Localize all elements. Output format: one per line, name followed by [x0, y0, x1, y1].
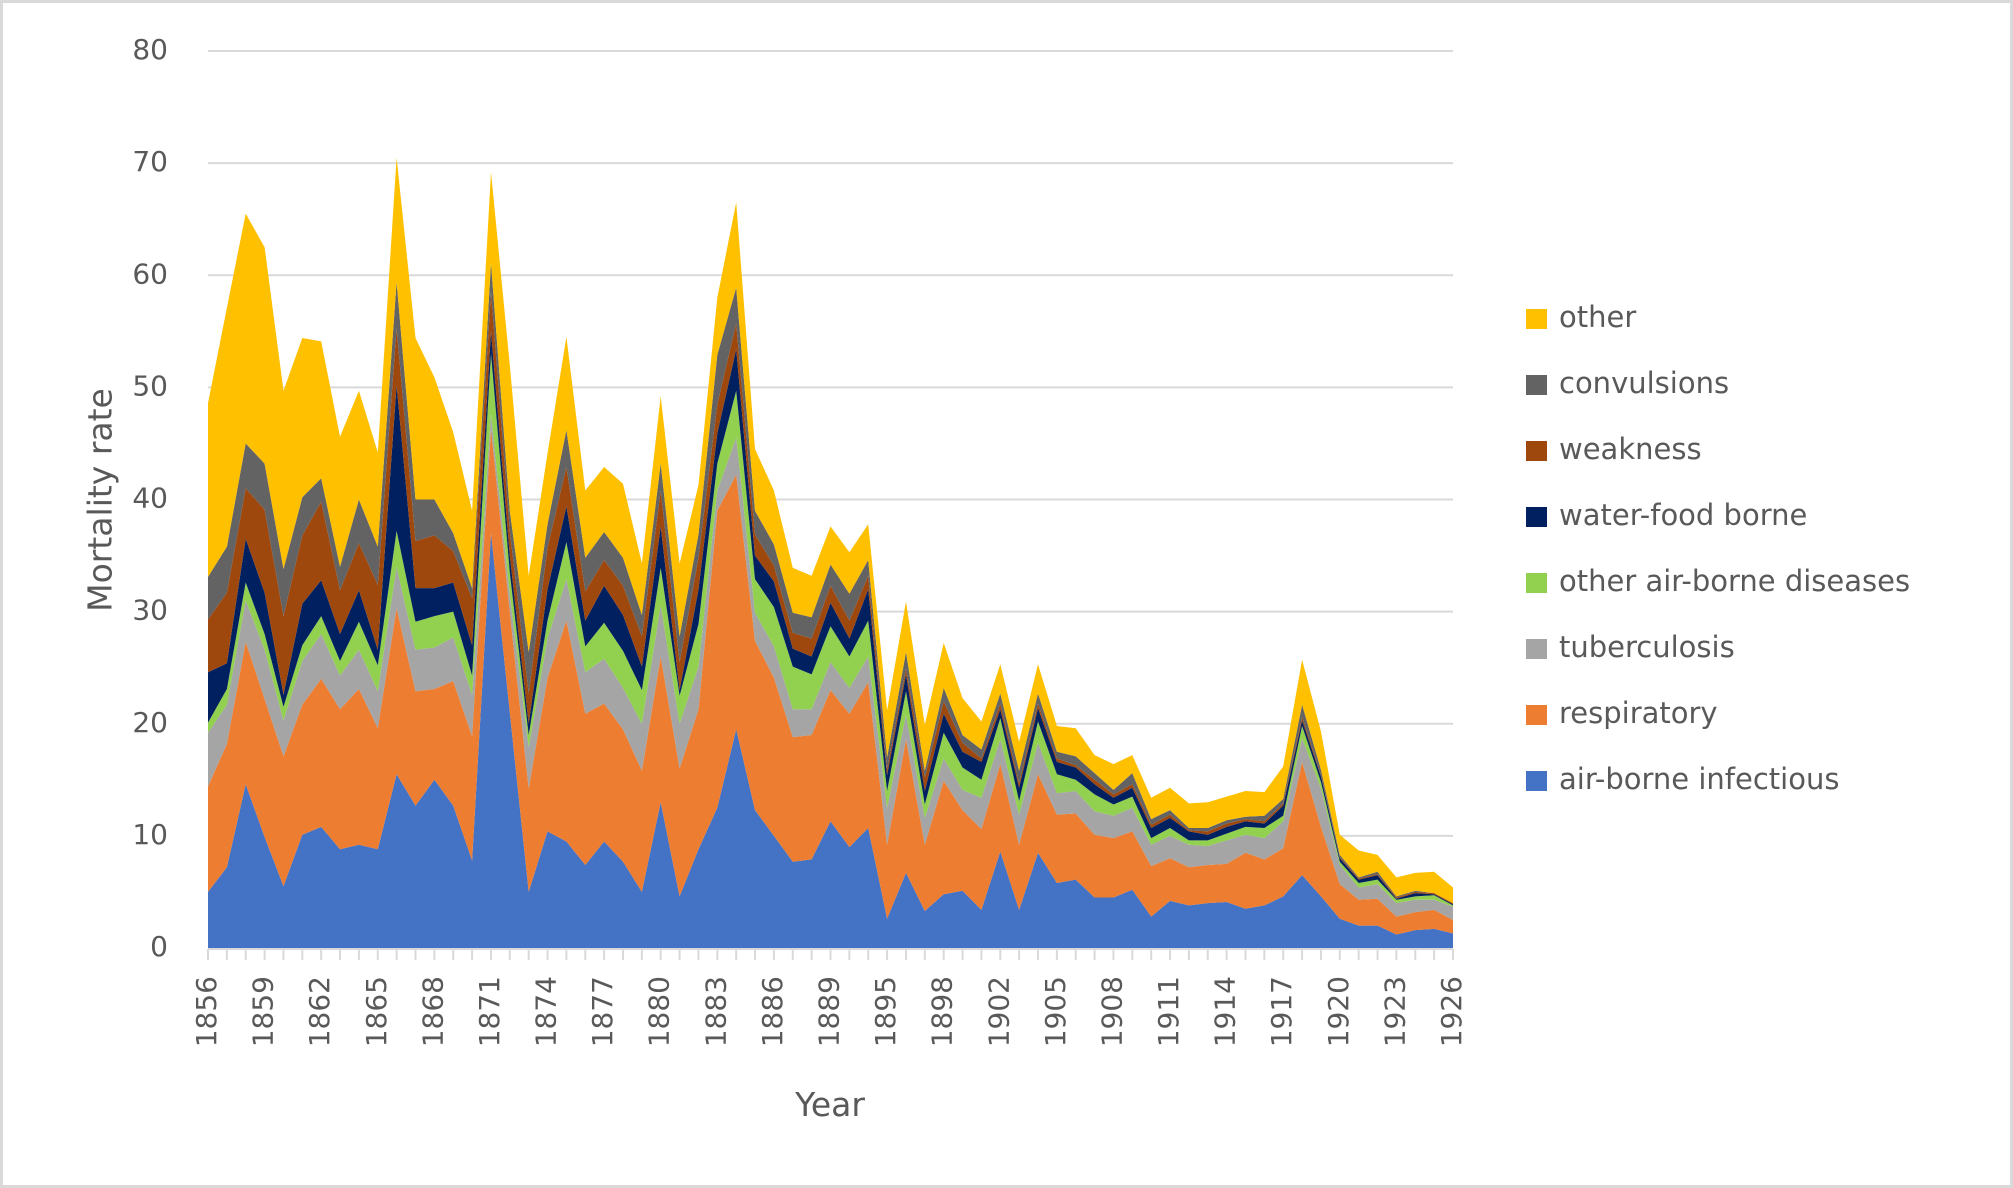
legend-item-respiratory: respiratory — [1526, 696, 1718, 730]
x-tick-label: 1871 — [473, 976, 506, 1047]
area-respiratory — [208, 428, 1453, 935]
x-tick-label: 1895 — [869, 976, 902, 1047]
x-tick-label: 1874 — [530, 976, 563, 1047]
y-tick-label: 10 — [132, 818, 168, 851]
legend-label: other air-borne diseases — [1559, 564, 1910, 598]
x-tick-label: 1923 — [1378, 976, 1411, 1047]
legend-item-weakness: weakness — [1526, 432, 1702, 466]
area-convulsions — [208, 262, 1453, 904]
x-tick-label: 1889 — [813, 976, 846, 1047]
x-tick-label: 1883 — [699, 976, 732, 1047]
area-weakness — [208, 292, 1453, 905]
legend-label: weakness — [1559, 432, 1702, 466]
x-tick-label: 1868 — [416, 976, 449, 1047]
legend-label: convulsions — [1559, 366, 1729, 400]
x-tick-label: 1920 — [1322, 976, 1355, 1047]
x-tick-label: 1856 — [190, 976, 223, 1047]
y-tick-label: 20 — [132, 706, 168, 739]
x-axis: 1856 1859 1862 1865 1868 1871 1874 1877 1880 1883… — [190, 948, 1468, 1047]
y-axis-title: Mortality rate — [81, 388, 120, 612]
x-tick-label: 1917 — [1265, 976, 1298, 1047]
x-tick-label: 1911 — [1152, 976, 1185, 1047]
x-tick-label: 1877 — [586, 976, 619, 1047]
y-axis: 0 10 20 30 40 50 60 70 80 — [132, 33, 168, 963]
legend-swatch — [1526, 771, 1547, 791]
y-tick-label: 70 — [132, 145, 168, 178]
legend-swatch — [1526, 507, 1547, 527]
legend-label: other — [1559, 300, 1636, 334]
x-tick-label: 1859 — [247, 976, 280, 1047]
x-axis-title: Year — [794, 1085, 865, 1124]
area-tuberculosis — [208, 414, 1453, 920]
x-tick-label: 1898 — [926, 976, 959, 1047]
y-tick-label: 40 — [132, 482, 168, 515]
y-tick-label: 60 — [132, 257, 168, 290]
x-tick-label: 1862 — [303, 976, 336, 1047]
y-tick-label: 50 — [132, 369, 168, 402]
x-tick-label: 1880 — [643, 976, 676, 1047]
x-tick-label: 1926 — [1435, 976, 1468, 1047]
area-other — [208, 157, 1453, 904]
y-tick-label: 80 — [132, 33, 168, 66]
area-other-air-borne-diseases — [208, 353, 1453, 907]
y-tick-label: 30 — [132, 594, 168, 627]
legend-swatch — [1526, 705, 1547, 725]
x-tick-label: 1902 — [982, 976, 1015, 1047]
legend-label: air-borne infectious — [1559, 762, 1839, 796]
legend: other convulsions weakness water-food borne… — [1526, 300, 1910, 796]
x-tick-label: 1914 — [1209, 976, 1242, 1047]
legend-swatch — [1526, 573, 1547, 593]
x-tick-label: 1865 — [360, 976, 393, 1047]
legend-item-convulsions: convulsions — [1526, 366, 1729, 400]
legend-swatch — [1526, 309, 1547, 329]
legend-label: tuberculosis — [1559, 630, 1735, 664]
legend-item-tuberculosis: tuberculosis — [1526, 630, 1735, 664]
area-water-food-borne — [208, 331, 1453, 906]
legend-label: respiratory — [1559, 696, 1718, 730]
area-air-borne-infectious — [208, 533, 1453, 948]
legend-swatch — [1526, 441, 1547, 461]
y-tick-label: 0 — [150, 930, 168, 963]
legend-item-other-air-borne-diseases: other air-borne diseases — [1526, 564, 1910, 598]
legend-item-water-food-borne: water-food borne — [1526, 498, 1807, 532]
legend-label: water-food borne — [1559, 498, 1807, 532]
series-areas — [208, 157, 1453, 948]
x-tick-label: 1905 — [1039, 976, 1072, 1047]
legend-swatch — [1526, 639, 1547, 659]
x-tick-label: 1908 — [1096, 976, 1129, 1047]
legend-swatch — [1526, 375, 1547, 395]
x-tick-label: 1886 — [756, 976, 789, 1047]
legend-item-air-borne-infectious: air-borne infectious — [1526, 762, 1839, 796]
legend-item-other: other — [1526, 300, 1636, 334]
